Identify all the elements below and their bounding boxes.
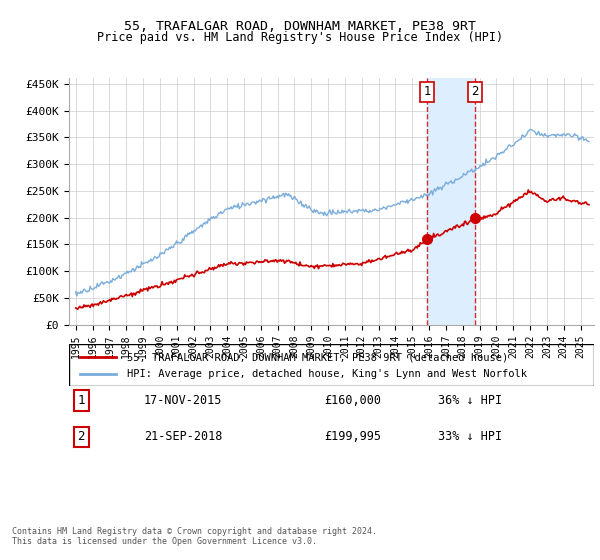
- Text: 36% ↓ HPI: 36% ↓ HPI: [438, 394, 502, 407]
- Text: Contains HM Land Registry data © Crown copyright and database right 2024.
This d: Contains HM Land Registry data © Crown c…: [12, 526, 377, 546]
- Text: 55, TRAFALGAR ROAD, DOWNHAM MARKET, PE38 9RT (detached house): 55, TRAFALGAR ROAD, DOWNHAM MARKET, PE38…: [127, 352, 508, 362]
- Bar: [427, 78, 475, 325]
- Text: 2: 2: [77, 430, 85, 444]
- Text: Price paid vs. HM Land Registry's House Price Index (HPI): Price paid vs. HM Land Registry's House …: [97, 31, 503, 44]
- Text: 33% ↓ HPI: 33% ↓ HPI: [438, 430, 502, 444]
- Text: 17-NOV-2015: 17-NOV-2015: [144, 394, 223, 407]
- Text: 1: 1: [424, 85, 431, 99]
- Text: 1: 1: [77, 394, 85, 407]
- Text: 21-SEP-2018: 21-SEP-2018: [144, 430, 223, 444]
- Text: £160,000: £160,000: [324, 394, 381, 407]
- Text: 2: 2: [471, 85, 479, 99]
- Text: 55, TRAFALGAR ROAD, DOWNHAM MARKET, PE38 9RT: 55, TRAFALGAR ROAD, DOWNHAM MARKET, PE38…: [124, 20, 476, 32]
- Text: HPI: Average price, detached house, King's Lynn and West Norfolk: HPI: Average price, detached house, King…: [127, 369, 527, 379]
- Text: £199,995: £199,995: [324, 430, 381, 444]
